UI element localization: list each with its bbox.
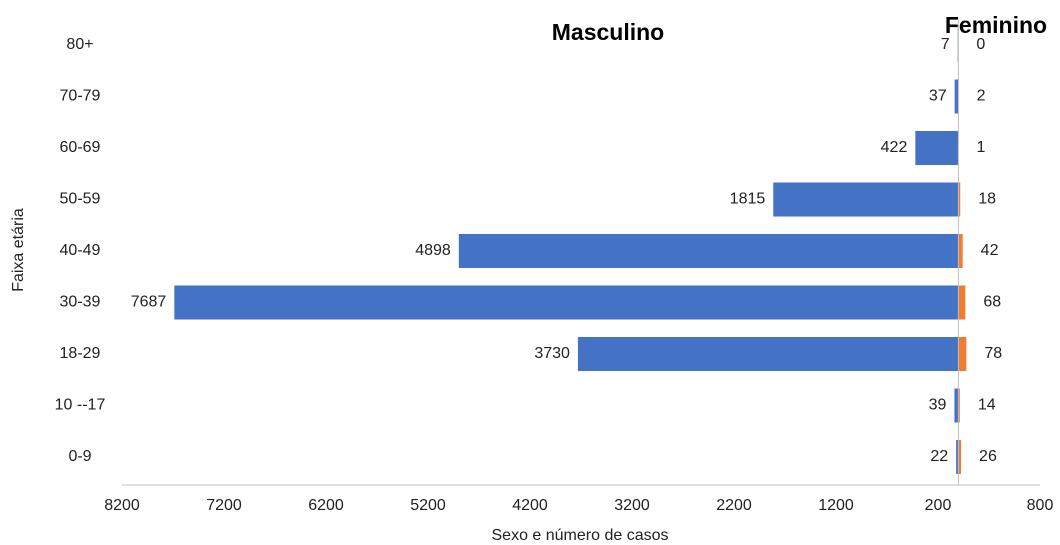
bar [954,79,959,114]
bar [174,285,959,320]
value-label: 22 [930,448,948,465]
y-tick-label: 10 --17 [55,397,106,414]
y-axis-title: Faixa etária [10,208,27,292]
value-label: 68 [983,294,1001,311]
y-tick-label: 50-59 [60,191,101,208]
bar [958,440,962,474]
x-tick-label: 6200 [308,497,344,514]
value-label: 4898 [415,242,451,259]
value-label: 26 [979,448,997,465]
value-label: 3730 [534,345,570,362]
y-tick-label: 70-79 [60,88,101,105]
y-tick-label: 30-39 [60,294,101,311]
bar [958,388,960,423]
bar [958,234,963,268]
x-tick-label: 5200 [410,497,446,514]
value-label: 37 [929,88,947,105]
x-tick-label: 1200 [818,497,854,514]
x-tick-label: 3200 [614,497,650,514]
value-label: 1 [977,139,986,156]
bar [915,131,959,165]
x-tick-label: 7200 [206,497,242,514]
bar [773,182,959,217]
series-name: Masculino [552,19,664,45]
bar [954,388,959,423]
x-tick-label: 8200 [104,497,140,514]
y-tick-label: 60-69 [60,139,101,156]
y-tick-label: 0-9 [68,448,91,465]
value-label: 78 [984,345,1002,362]
y-tick-label: 18-29 [60,345,101,362]
bar [958,182,961,217]
x-tick-label: 2200 [716,497,752,514]
value-label: 422 [881,139,908,156]
bar [577,337,959,371]
value-label: 2 [977,88,986,105]
y-tick-label: 80+ [66,36,93,53]
value-label: 39 [929,397,947,414]
x-axis-title: Sexo e número de casos [492,527,669,544]
value-label: 14 [978,397,996,414]
series-name: Feminino [945,12,1047,38]
value-label: 1815 [730,191,766,208]
y-tick-label: 40-49 [60,242,101,259]
bar [958,285,966,320]
bar [956,440,959,474]
bar [458,234,959,268]
value-label: 7 [941,36,950,53]
x-tick-label: 4200 [512,497,548,514]
value-label: 0 [976,36,985,53]
x-tick-label: 800 [1027,497,1054,514]
value-label: 7687 [131,294,167,311]
x-tick-label: 200 [925,497,952,514]
value-label: 42 [981,242,999,259]
bar [958,337,967,371]
value-label: 18 [978,191,996,208]
